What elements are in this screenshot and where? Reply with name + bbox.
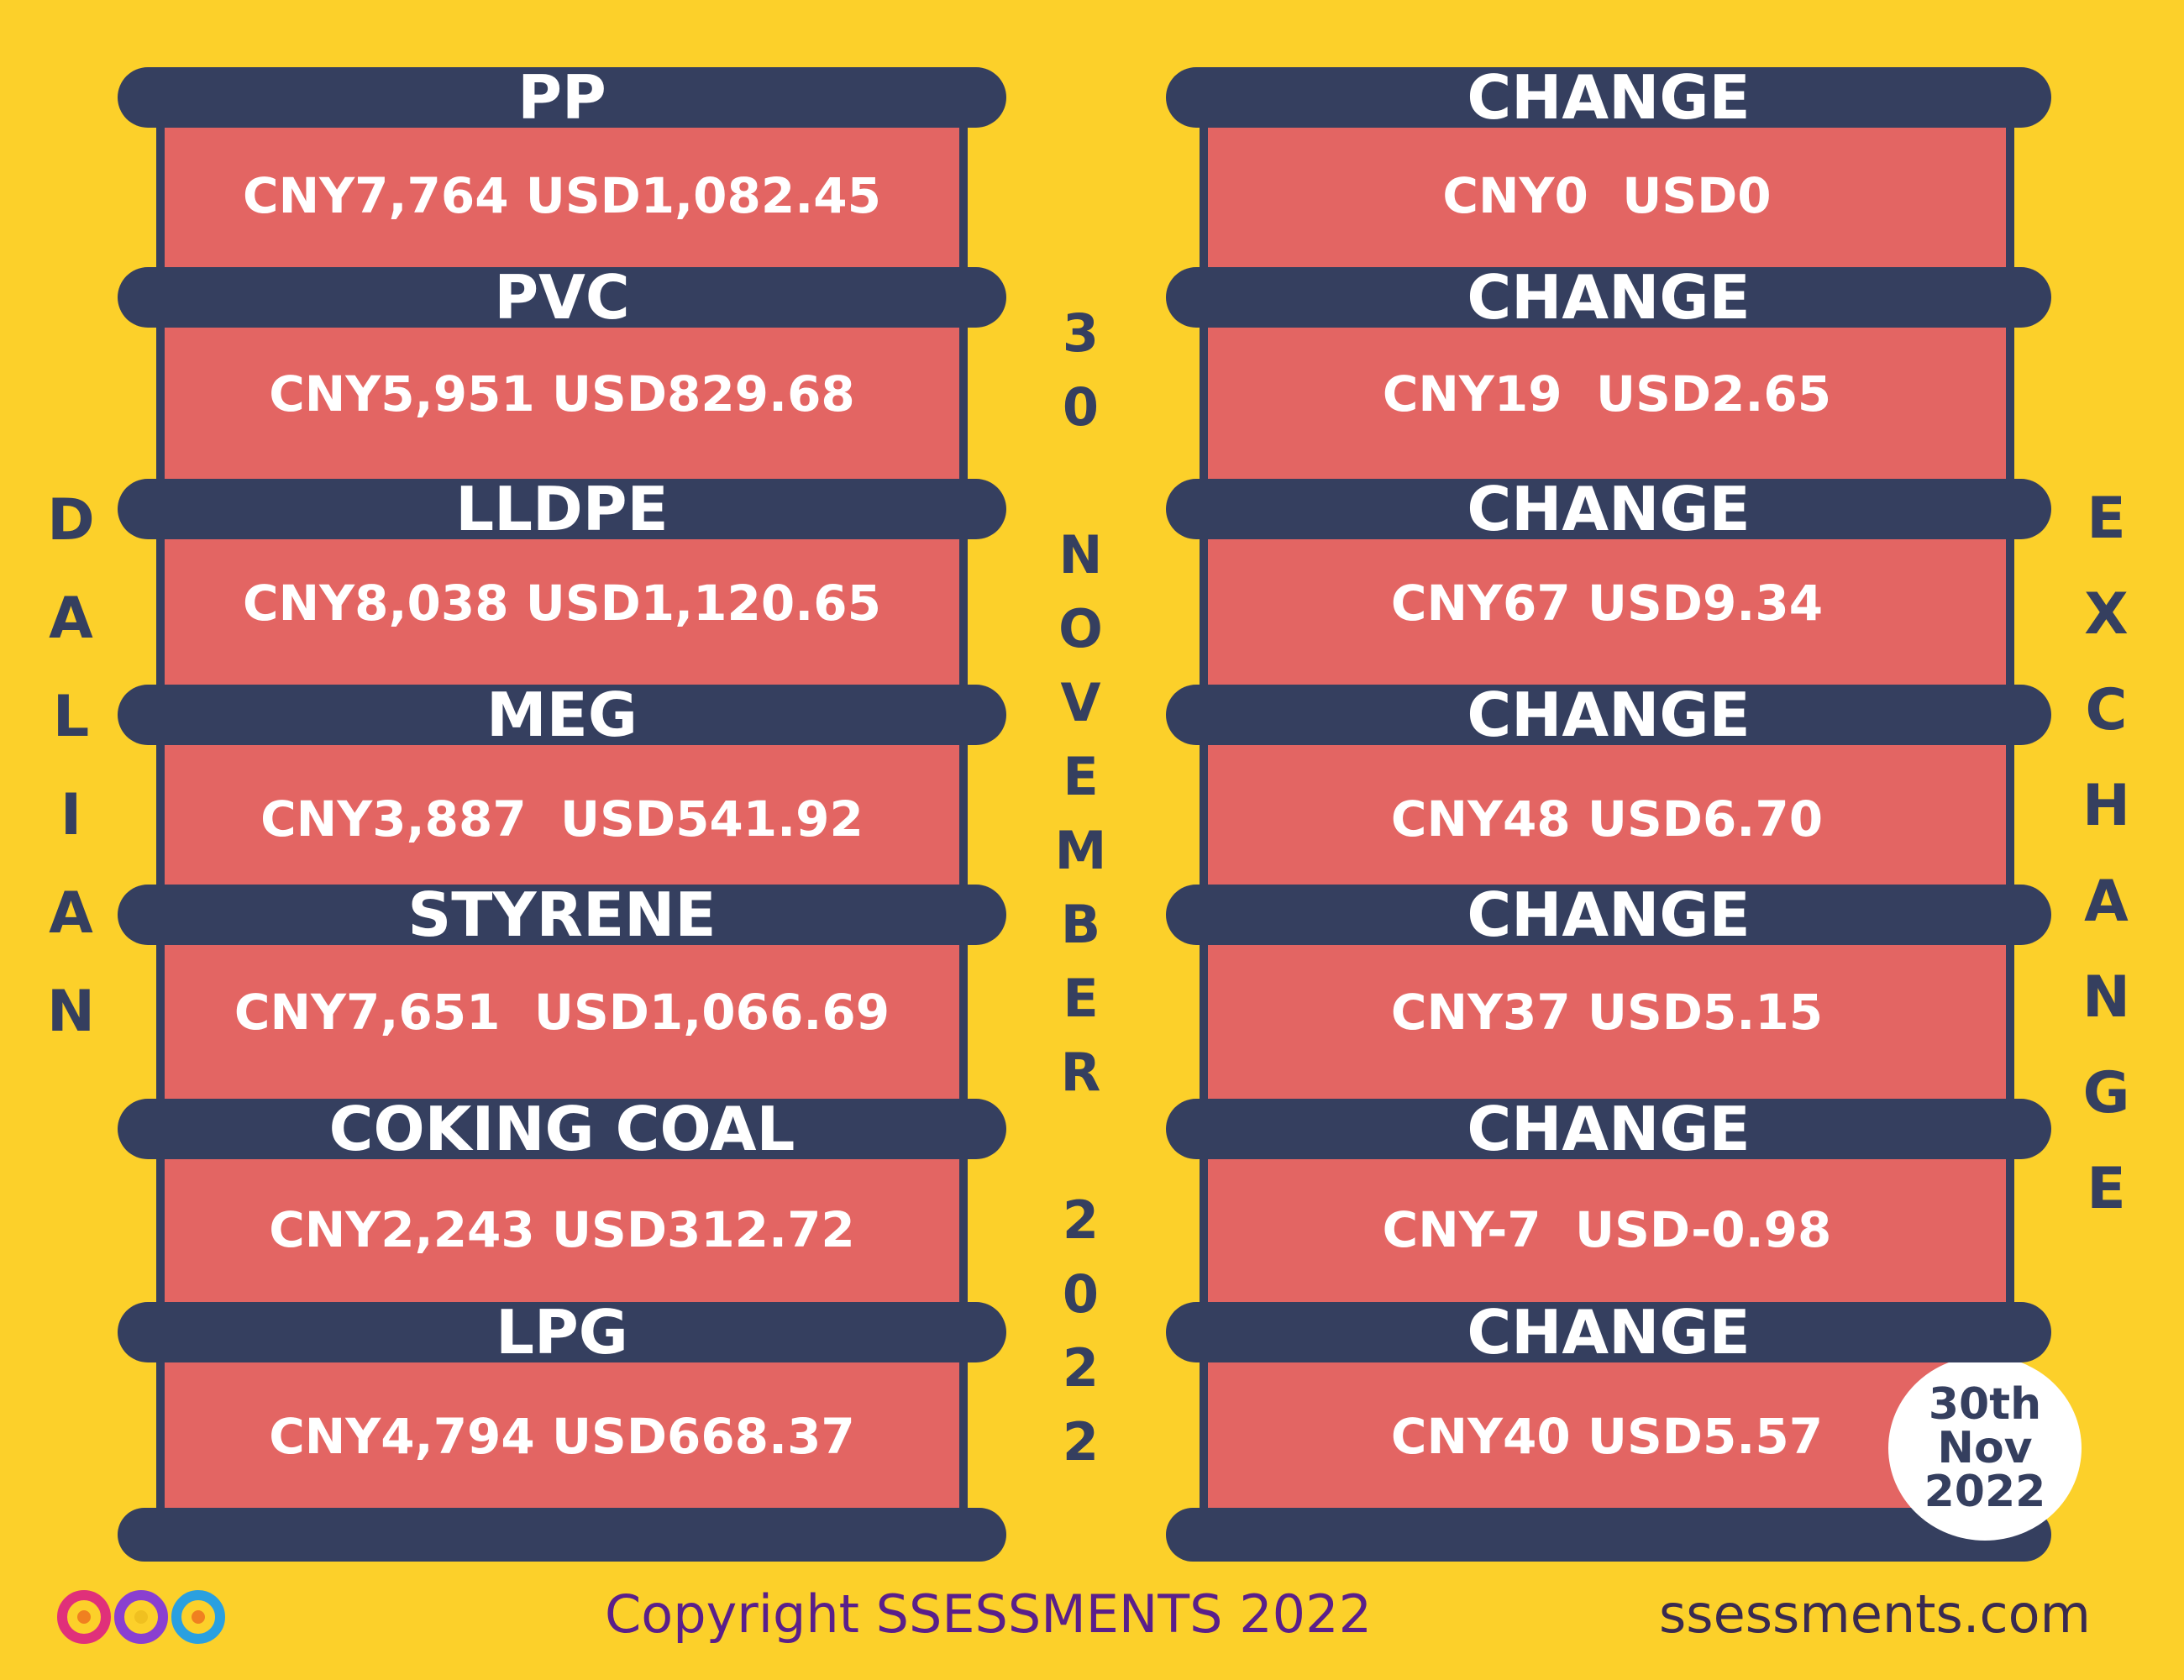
section-value: CNY19 USD2.65: [1382, 365, 1832, 423]
bottom-bar: [118, 1508, 1006, 1562]
section-value: CNY40 USD5.57: [1390, 1408, 1824, 1465]
section-header: CHANGE: [1166, 267, 2051, 328]
left-title: DALIAN: [38, 487, 104, 1077]
section-header: CHANGE: [1166, 67, 2051, 128]
middle-title: 30 NOVEMBER 2022: [1050, 302, 1111, 1485]
section-value: CNY4,794 USD668.37: [269, 1408, 855, 1465]
badge-line: 30th: [1928, 1379, 2042, 1430]
date-badge: 30th Nov 2022: [1888, 1356, 2082, 1541]
bottom-bar: [1166, 1508, 2051, 1562]
section-header: CHANGE: [1166, 479, 2051, 539]
logo: [57, 1590, 225, 1644]
copyright: Copyright SSESSMENTS 2022: [605, 1583, 1373, 1645]
section-value: CNY0 USD0: [1442, 167, 1772, 224]
section-value: CNY67 USD9.34: [1390, 575, 1824, 632]
section-value: CNY7,651 USD1,066.69: [234, 984, 890, 1041]
section-header: CHANGE: [1166, 1302, 2051, 1362]
section-header: CHANGE: [1166, 685, 2051, 745]
section-value: CNY48 USD6.70: [1390, 790, 1824, 848]
right-column: [1200, 118, 2014, 1529]
badge-line: 2022: [1924, 1467, 2046, 1517]
section-header: CHANGE: [1166, 1099, 2051, 1159]
section-header: LLDPE: [118, 479, 1006, 539]
section-value: CNY5,951 USD829.68: [269, 365, 855, 423]
section-header: STYRENE: [118, 885, 1006, 945]
right-title: EXCHANGE: [2073, 486, 2139, 1252]
badge-line: Nov: [1937, 1423, 2033, 1473]
website: ssessments.com: [1659, 1583, 2091, 1645]
left-column: [156, 118, 968, 1529]
section-value: CNY8,038 USD1,120.65: [243, 575, 881, 632]
section-header: MEG: [118, 685, 1006, 745]
section-header: COKING COAL: [118, 1099, 1006, 1159]
section-header: LPG: [118, 1302, 1006, 1362]
section-value: CNY7,764 USD1,082.45: [243, 167, 881, 224]
section-header: PVC: [118, 267, 1006, 328]
section-value: CNY37 USD5.15: [1390, 984, 1824, 1041]
section-value: CNY-7 USD-0.98: [1382, 1201, 1832, 1258]
section-value: CNY2,243 USD312.72: [269, 1201, 855, 1258]
section-value: CNY3,887 USD541.92: [260, 790, 864, 848]
section-header: PP: [118, 67, 1006, 128]
section-header: CHANGE: [1166, 885, 2051, 945]
